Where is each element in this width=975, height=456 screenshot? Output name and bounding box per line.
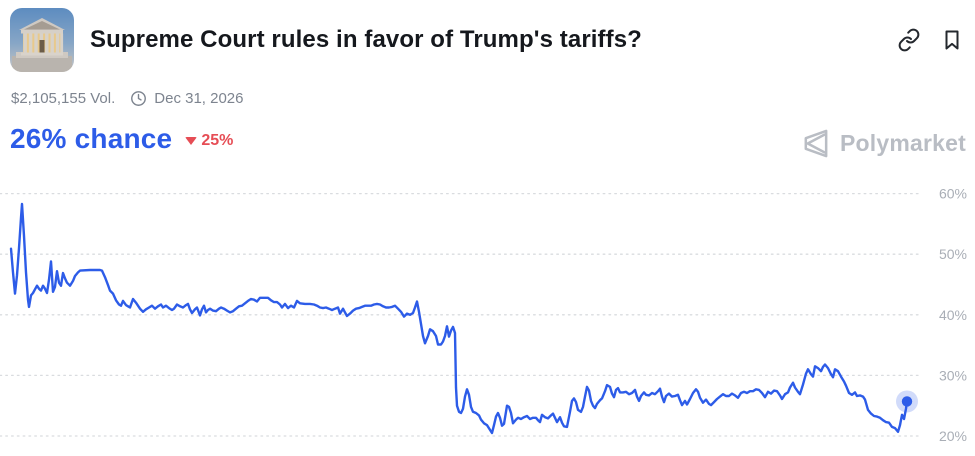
change-badge: 25%	[185, 132, 233, 150]
copy-link-button[interactable]	[897, 28, 921, 52]
ytick-label-60: 60%	[939, 186, 967, 202]
ytick-label-30: 30%	[939, 367, 967, 383]
polymarket-logo-text: Polymarket	[839, 130, 966, 156]
ytick-label-50: 50%	[939, 246, 967, 262]
end-date-label: Dec 31, 2026	[154, 90, 244, 107]
bookmark-button[interactable]	[940, 28, 964, 52]
arrow-down-icon	[185, 136, 198, 145]
chance-value: 26% chance	[10, 123, 173, 154]
market-event-image	[10, 8, 74, 72]
link-icon	[898, 28, 920, 52]
market-meta: $2,105,155 Vol. Dec 31, 2026	[11, 90, 244, 107]
change-value: 25%	[201, 131, 234, 149]
clock-icon	[131, 91, 147, 106]
ytick-label-20: 20%	[939, 428, 967, 444]
probability-chart-area[interactable]: 60% 50% 40% 30% 20%	[0, 175, 975, 456]
price-line	[9, 202, 909, 435]
page-title: Supreme Court rules in favor of Trump's …	[90, 26, 642, 53]
endpoint-dot	[901, 396, 913, 407]
supreme-court-building-photo	[10, 8, 74, 72]
bookmark-icon	[945, 30, 959, 50]
volume-label: $2,105,155 Vol.	[11, 90, 116, 107]
ytick-label-40: 40%	[939, 307, 967, 323]
chance-row: 26% chance 25%	[10, 123, 233, 155]
probability-chart[interactable]: 60% 50% 40% 30% 20%	[0, 175, 975, 456]
polymarket-logo-icon	[804, 129, 828, 158]
polymarket-watermark: Polymarket	[800, 128, 966, 159]
header-actions	[897, 28, 964, 52]
